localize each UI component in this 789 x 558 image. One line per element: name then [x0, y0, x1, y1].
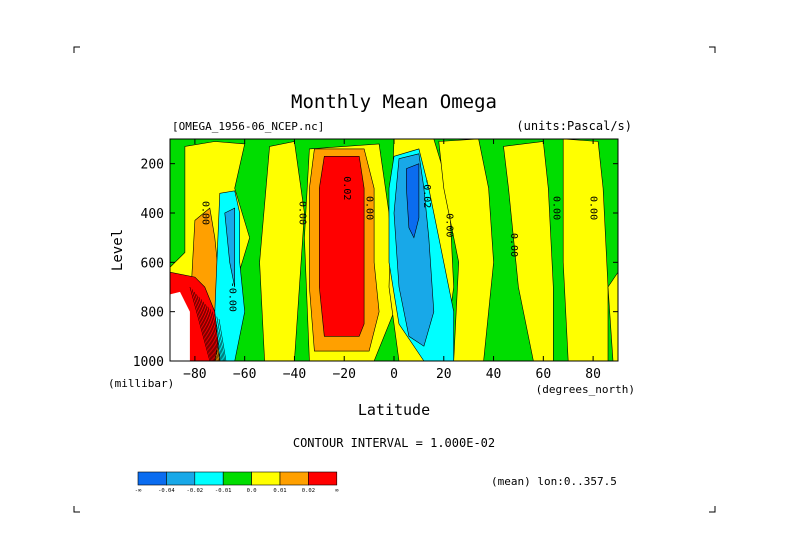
- contour-label: 0.00: [296, 201, 307, 225]
- contour-line: [194, 291, 213, 362]
- contour-line: [200, 299, 217, 362]
- contour-line: [209, 309, 222, 362]
- x-tick-label: 80: [585, 367, 601, 382]
- contour-label: 0.00: [199, 201, 210, 225]
- dense-contours: [189, 286, 227, 362]
- file-label: [OMEGA_1956-06_NCEP.nc]: [172, 120, 324, 133]
- x-axis-title: Latitude: [358, 401, 430, 419]
- contour-line: [203, 301, 218, 362]
- legend-swatch: [166, 471, 196, 486]
- contour-region: [406, 163, 420, 239]
- x-tick-label: 20: [436, 367, 452, 382]
- contour-label: 0.00: [550, 196, 561, 220]
- contour-line: [191, 289, 212, 362]
- masked-region: [170, 291, 190, 361]
- contour-region: [224, 207, 235, 288]
- legend-tick-label: 0.01: [273, 488, 286, 494]
- contour-region: [318, 156, 365, 337]
- legend-swatch: [279, 471, 309, 486]
- legend-swatch: [251, 471, 281, 486]
- contour-interval-text: CONTOUR INTERVAL = 1.000E-02: [293, 436, 495, 450]
- contour-region: [562, 138, 609, 362]
- mean-label: (mean) lon:0..357.5: [491, 475, 617, 488]
- contour-label: 0.00: [508, 233, 519, 257]
- legend-tick-label: -0.04: [158, 488, 175, 494]
- chart-title: Monthly Mean Omega: [291, 91, 497, 113]
- legend-tick-label: -0.01: [215, 488, 232, 494]
- legend-tick-label: -0.02: [187, 488, 204, 494]
- contour-line: [196, 294, 214, 362]
- x-tick-label: 0: [390, 367, 398, 382]
- y-tick-label: 600: [141, 256, 164, 271]
- crop-marks: [73, 46, 716, 513]
- y-tick-label: 800: [141, 306, 164, 321]
- plot-area: [169, 138, 619, 362]
- legend-swatch: [194, 471, 224, 486]
- x-tick-label: 40: [486, 367, 502, 382]
- x-axis: −80 −60 −40 −20 0 20 40 60 80: [183, 139, 601, 382]
- legend-tick-label: ∞: [335, 488, 339, 494]
- contour-line: [189, 286, 211, 362]
- y-tick-label: 200: [141, 158, 164, 173]
- contour-label: -0.00: [227, 282, 238, 312]
- contour-line: [214, 314, 224, 362]
- contour-region: [259, 141, 305, 362]
- x-tick-label: −60: [233, 367, 256, 382]
- x-tick-label: −20: [332, 367, 355, 382]
- y-axis: 200 400 600 800 1000: [133, 158, 618, 370]
- contour-label: 0.00: [443, 213, 454, 237]
- contour-region: [393, 153, 435, 347]
- y-axis-title: Level: [110, 229, 126, 271]
- contour-label: -0.02: [421, 178, 432, 208]
- legend-tick-label: -∞: [135, 488, 142, 494]
- x-unit-label: (degrees_north): [536, 383, 635, 396]
- legend-swatch: [137, 471, 167, 486]
- x-tick-label: −40: [283, 367, 306, 382]
- y-tick-label: 1000: [133, 355, 164, 370]
- contour-line: [198, 296, 216, 362]
- contour-line: [205, 304, 219, 362]
- y-tick-label: 400: [141, 207, 164, 222]
- legend-swatch: [222, 471, 252, 486]
- contour-line: [212, 311, 223, 362]
- units-label: (units:Pascal/s): [516, 119, 632, 133]
- colorbar-legend: -∞ -0.04 -0.02 -0.01 0.0 0.01 0.02 ∞: [135, 471, 339, 494]
- contour-label: 0.00: [364, 196, 375, 220]
- contour-labels: 0.00 0.00 0.02 0.00 -0.02 0.00 0.00 0.00 0.00 -0.…: [199, 176, 598, 312]
- contour-label: 0.00: [588, 196, 599, 220]
- x-tick-label: −80: [183, 367, 206, 382]
- contour-line: [216, 316, 226, 362]
- x-tick-label: 60: [536, 367, 552, 382]
- contour-label: 0.02: [341, 176, 352, 200]
- y-unit-label: (millibar): [108, 377, 174, 390]
- legend-tick-label: 0.0: [247, 488, 257, 494]
- legend-swatch: [308, 471, 338, 486]
- legend-tick-label: 0.02: [302, 488, 315, 494]
- contour-region: [214, 190, 246, 362]
- contour-line: [218, 319, 227, 362]
- contour-line: [207, 306, 221, 362]
